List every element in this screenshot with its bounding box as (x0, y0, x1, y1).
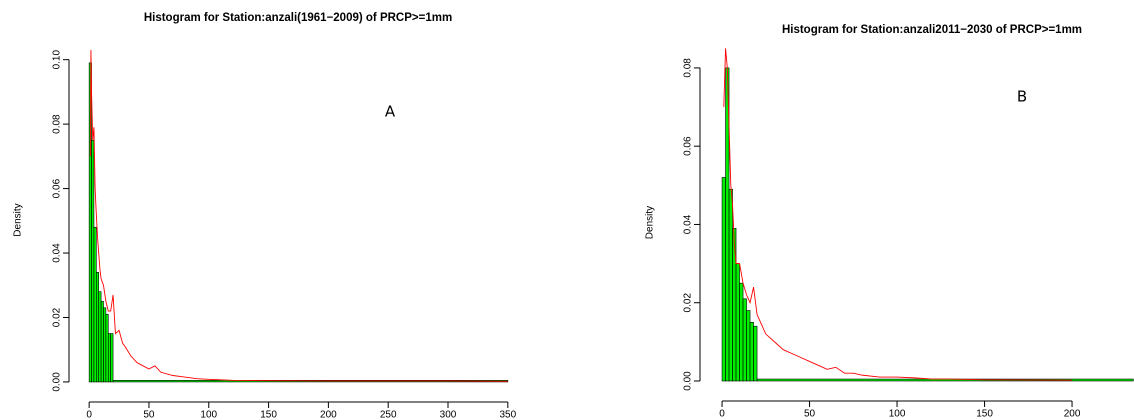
density-line (89, 49, 508, 382)
bar (732, 228, 737, 382)
bar (739, 282, 744, 382)
bar (742, 298, 747, 382)
bar (728, 188, 733, 382)
x-tick-label: 150 (260, 410, 277, 420)
x-tick-label: 0 (719, 409, 725, 420)
y-tick-label: 0.04 (52, 243, 63, 263)
bar (105, 313, 109, 383)
y-tick-label: 0.08 (683, 58, 694, 78)
x-tick-label: 250 (380, 410, 397, 420)
x-tick-label: 50 (143, 410, 155, 420)
x-tick-label: 150 (976, 409, 993, 420)
x-tick-label: 50 (804, 409, 816, 420)
y-tick-label: 0.00 (683, 371, 694, 391)
bar (91, 139, 95, 383)
x-tick-label: 100 (200, 410, 217, 420)
bar (96, 272, 100, 383)
y-tick-label: 0.08 (52, 114, 63, 134)
x-tick-label: 350 (499, 410, 516, 420)
x-tick-label: 200 (1064, 409, 1081, 420)
y-axis-label: Density (13, 203, 24, 236)
y-tick-label: 0.06 (683, 136, 694, 156)
bar (93, 226, 97, 383)
chart-title: Histogram for Station:anzali(1961−2009) … (144, 12, 452, 24)
y-tick-label: 0.10 (52, 50, 63, 70)
x-tick-label: 100 (889, 409, 906, 420)
x-tick-label: 300 (440, 410, 457, 420)
x-tick-label: 0 (86, 410, 92, 420)
bar (721, 177, 726, 382)
y-axis-label: Density (645, 206, 656, 239)
bar (107, 333, 111, 383)
y-tick-label: 0.02 (52, 307, 63, 327)
y-tick-label: 0.04 (683, 214, 694, 234)
bar (749, 321, 754, 382)
bar (746, 310, 751, 382)
y-tick-label: 0.02 (683, 293, 694, 313)
bar (735, 263, 740, 382)
annotation: B (1017, 88, 1027, 106)
chart-title: Histogram for Station:anzali2011−2030 of… (782, 24, 1082, 36)
bar (100, 301, 104, 383)
x-tick-label: 200 (320, 410, 337, 420)
bar (110, 333, 114, 383)
bar (98, 291, 102, 383)
density-line (723, 48, 1073, 381)
bar (753, 325, 758, 382)
y-tick-label: 0.00 (52, 372, 63, 392)
annotation: A (385, 103, 396, 121)
y-tick-label: 0.06 (52, 178, 63, 198)
bar (103, 307, 107, 383)
